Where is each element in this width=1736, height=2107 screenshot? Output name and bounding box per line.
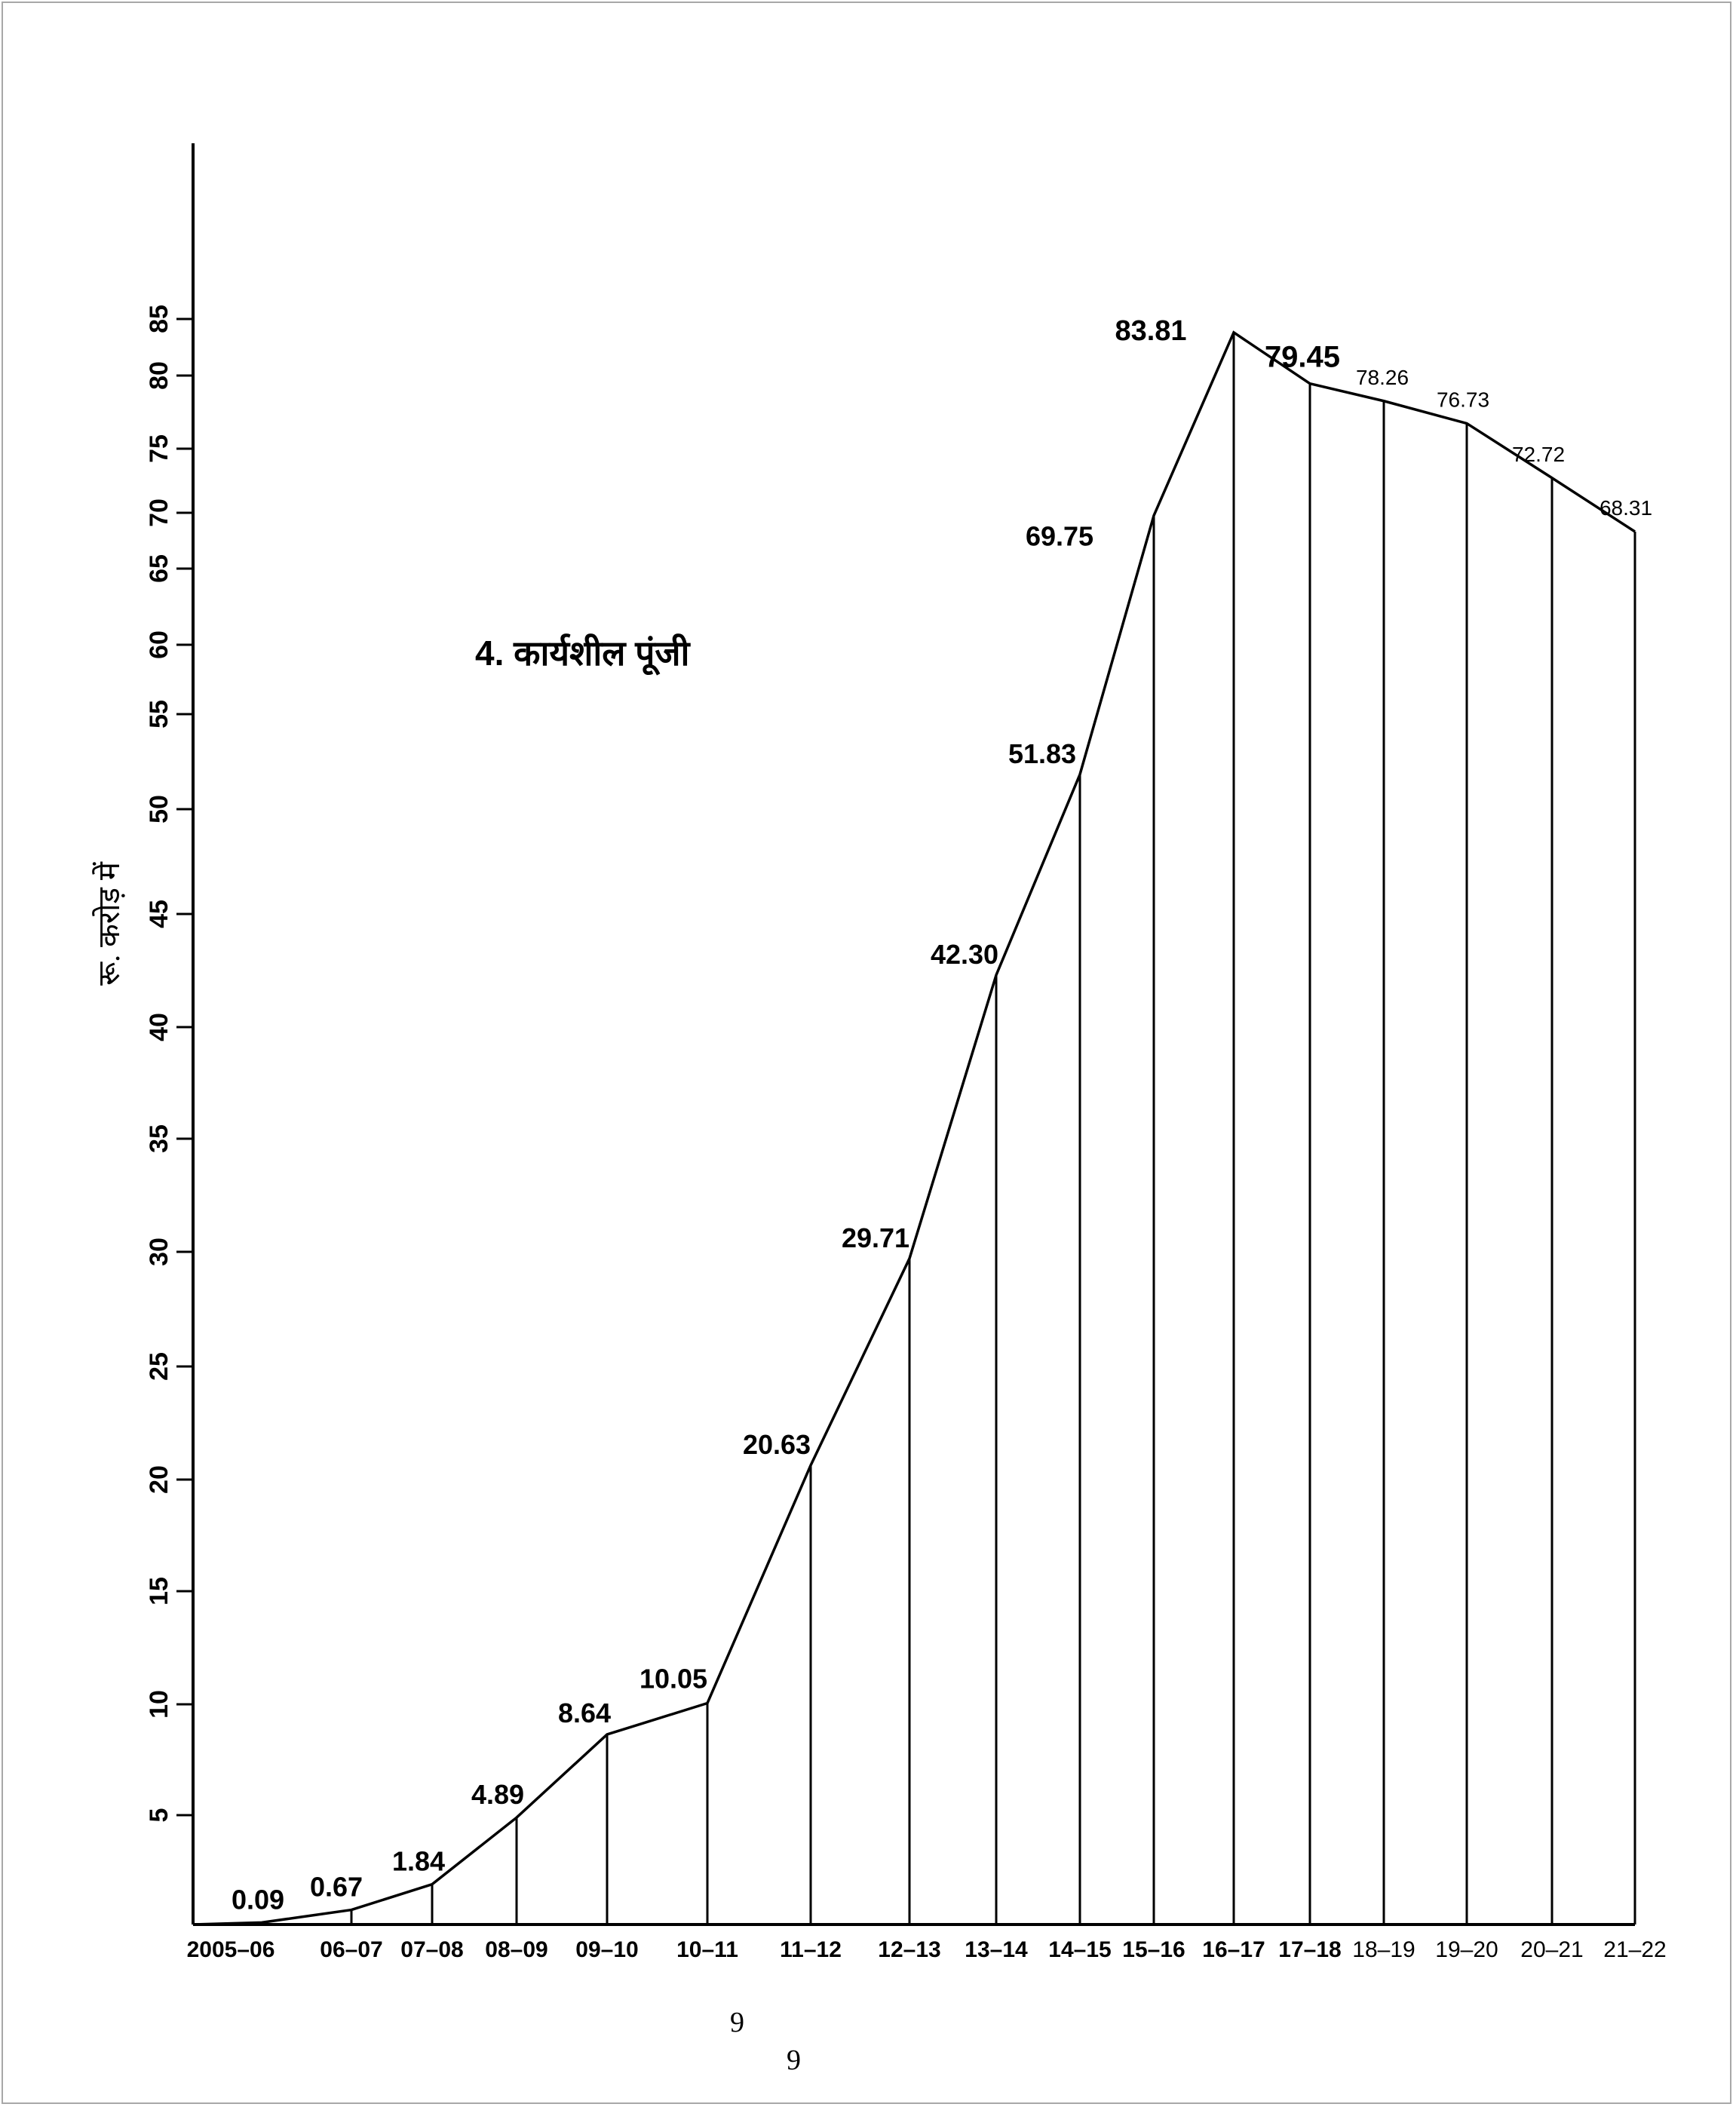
x-tick-label: 20–21 bbox=[1520, 1937, 1583, 1962]
y-ticks: 5 10 15 20 25 30 35 40 45 50 55 60 65 70 75 80 85 bbox=[145, 305, 193, 1822]
y-tick-label: 15 bbox=[145, 1577, 173, 1606]
x-tick-label: 09–10 bbox=[575, 1937, 638, 1962]
x-tick-label: 18–19 bbox=[1352, 1937, 1415, 1962]
x-tick-label: 08–09 bbox=[485, 1937, 547, 1962]
y-tick-label: 85 bbox=[145, 305, 173, 333]
y-tick-label: 50 bbox=[145, 795, 173, 823]
y-tick-label: 55 bbox=[145, 700, 173, 728]
y-tick-label: 60 bbox=[145, 630, 173, 659]
y-tick-label: 80 bbox=[145, 361, 173, 390]
series-polyline bbox=[192, 330, 1636, 1926]
x-tick-label: 14–15 bbox=[1048, 1937, 1111, 1962]
data-label: 68.31 bbox=[1600, 496, 1652, 520]
x-tick-label: 19–20 bbox=[1435, 1937, 1498, 1962]
x-ticks: 2005–06 06–07 07–08 08–09 09–10 10–11 11–12 12–… bbox=[187, 1937, 1667, 1962]
y-axis-label: रू. करोड़ में bbox=[92, 861, 126, 986]
data-label: 0.67 bbox=[310, 1872, 363, 1903]
x-tick-label: 2005–06 bbox=[187, 1937, 275, 1962]
data-label: 1.84 bbox=[392, 1846, 445, 1877]
drop-lines bbox=[260, 332, 1636, 1925]
data-labels: 0.09 0.67 1.84 4.89 8.64 10.05 20.63 29.71 42.30… bbox=[232, 315, 1652, 1915]
data-label: 20.63 bbox=[743, 1429, 811, 1460]
data-label: 10.05 bbox=[639, 1664, 707, 1694]
x-tick-label: 13–14 bbox=[965, 1937, 1028, 1962]
x-tick-label: 06–07 bbox=[320, 1937, 382, 1962]
y-tick-label: 20 bbox=[145, 1465, 173, 1494]
x-tick-label: 17–18 bbox=[1278, 1937, 1341, 1962]
data-label: 79.45 bbox=[1265, 341, 1340, 374]
data-label: 0.09 bbox=[232, 1884, 284, 1915]
axes bbox=[192, 143, 1635, 1926]
data-label: 72.72 bbox=[1512, 443, 1565, 466]
y-tick-label: 75 bbox=[145, 434, 173, 463]
data-label: 69.75 bbox=[1026, 521, 1093, 552]
y-tick-label: 65 bbox=[145, 554, 173, 583]
y-tick-label: 35 bbox=[145, 1124, 173, 1153]
x-tick-label: 15–16 bbox=[1122, 1937, 1185, 1962]
x-tick-label: 07–08 bbox=[400, 1937, 463, 1962]
series-line bbox=[192, 330, 1636, 1926]
data-label: 78.26 bbox=[1356, 366, 1409, 389]
y-tick-label: 5 bbox=[145, 1808, 173, 1823]
x-tick-label: 21–22 bbox=[1603, 1937, 1666, 1962]
x-tick-label: 16–17 bbox=[1202, 1937, 1265, 1962]
x-tick-label: 10–11 bbox=[676, 1937, 738, 1962]
data-label: 4.89 bbox=[471, 1779, 524, 1810]
x-tick-label: 12–13 bbox=[878, 1937, 940, 1962]
data-label: 29.71 bbox=[842, 1222, 909, 1253]
data-label: 83.81 bbox=[1115, 315, 1186, 347]
y-tick-label: 25 bbox=[145, 1352, 173, 1381]
y-tick-label: 10 bbox=[145, 1690, 173, 1719]
data-label: 42.30 bbox=[931, 939, 998, 970]
y-tick-label: 45 bbox=[145, 900, 173, 928]
data-label: 51.83 bbox=[1008, 738, 1076, 769]
x-tick-label: 11–12 bbox=[780, 1937, 842, 1962]
data-label: 8.64 bbox=[558, 1698, 611, 1728]
y-tick-label: 70 bbox=[145, 498, 173, 527]
chart-title: 4. कार्यशील पूंजी bbox=[475, 633, 691, 676]
y-tick-label: 30 bbox=[145, 1238, 173, 1266]
y-tick-label: 40 bbox=[145, 1013, 173, 1041]
data-label: 76.73 bbox=[1437, 388, 1489, 411]
page-number: 9 bbox=[787, 2044, 801, 2076]
page-number: 9 bbox=[730, 2007, 744, 2038]
